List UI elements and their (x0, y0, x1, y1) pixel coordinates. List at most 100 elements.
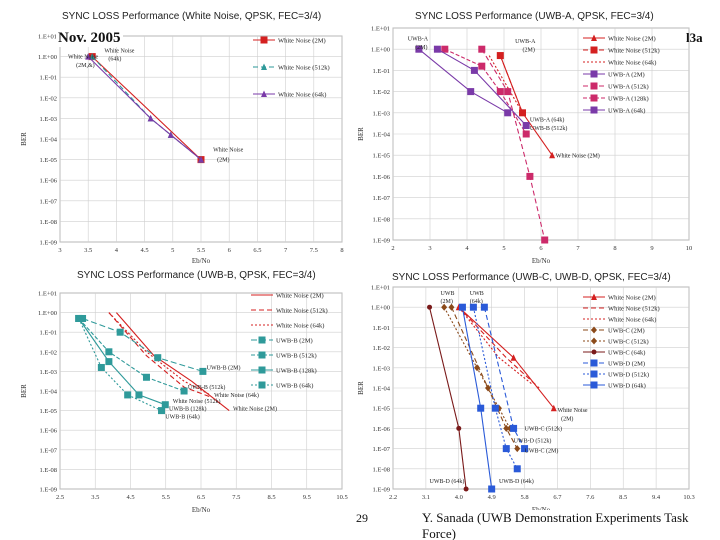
data-point (590, 46, 598, 54)
series-line (78, 318, 185, 392)
y-tick-label: 1.E-04 (372, 386, 390, 393)
annotation: UWB-D (64k) (430, 478, 465, 485)
series-line (444, 48, 527, 135)
data-point (521, 445, 529, 453)
annotation: UWB-B (512k) (530, 125, 568, 132)
legend-entry: UWB-B (2M) (251, 336, 313, 345)
legend-label: White Noise (2M) (608, 295, 656, 302)
chart-uwb-c-d: 1.E+01 1.E+00 1.E-01 1.E-02 1.E-03 1.E-04 1.E-… (357, 285, 695, 515)
legend-entry: UWB-D (64k) (583, 381, 646, 390)
legend-label: White Noise (2M) (278, 38, 326, 45)
series-white-noise-64k (458, 306, 533, 385)
y-tick-label: 1.E-09 (372, 487, 390, 494)
y-tick-label: 1.E+01 (38, 34, 57, 41)
data-point (147, 114, 154, 122)
x-tick-label: 3.1 (422, 494, 430, 501)
y-tick-label: 1.E-01 (39, 330, 57, 337)
x-tick-label: 7.6 (586, 494, 595, 501)
annotation: White Noise (104, 48, 134, 54)
date-label: Nov. 2005 (56, 30, 123, 47)
chart-title-uwb-b: SYNC LOSS Performance (UWB-B, QPSK, FEC=… (77, 270, 316, 281)
series-uwb-c-512k (441, 303, 513, 432)
y-tick-label: 1.E-07 (372, 446, 390, 453)
legend-label: White Noise (512k) (278, 65, 330, 72)
data-point (590, 381, 598, 389)
y-tick-label: 1.E-09 (39, 487, 57, 494)
x-tick-label: 3.5 (84, 247, 92, 254)
data-point (514, 445, 521, 453)
series-line (82, 317, 204, 372)
data-point (590, 370, 598, 378)
data-point (491, 404, 499, 412)
annotation: (64k) (470, 298, 483, 305)
x-tick-label: 10.5 (336, 494, 347, 501)
legend-entry: UWB-D (2M) (583, 359, 645, 368)
series-white-noise-64k (85, 53, 204, 163)
annotation: UWB-C (2M) (525, 448, 559, 455)
data-point (591, 326, 597, 334)
data-point (467, 88, 475, 96)
y-tick-label: 1.E-05 (39, 157, 57, 164)
data-point (105, 348, 113, 356)
data-point (496, 52, 504, 60)
legend-label: White Noise (64k) (278, 92, 326, 99)
data-point (142, 373, 150, 381)
data-point (89, 53, 96, 60)
data-point (463, 486, 469, 492)
y-tick-label: 1.E-08 (372, 216, 390, 223)
x-tick-label: 7.5 (310, 247, 318, 254)
data-point (258, 336, 266, 344)
series-uwb-a-512k (478, 45, 549, 244)
legend-entry: White Noise (64k) (253, 90, 326, 99)
data-point (550, 404, 557, 412)
data-point (261, 63, 267, 70)
y-tick-label: 1.E-05 (39, 408, 57, 415)
x-tick-label: 7 (284, 247, 288, 254)
annotation: (64k) (108, 56, 121, 63)
series-line (115, 312, 230, 412)
legend-label: UWB-B (2M) (276, 338, 313, 345)
x-tick-label: 4 (115, 247, 119, 254)
legend-label: White Noise (512k) (608, 48, 660, 55)
data-point (167, 131, 174, 138)
legend-entry: White Noise (64k) (583, 60, 656, 67)
legend-label: UWB-D (512k) (608, 372, 649, 379)
y-tick-label: 1.E-09 (39, 240, 57, 247)
data-point (504, 109, 512, 117)
x-tick-label: 6.7 (553, 494, 562, 501)
x-tick-label: 10.3 (683, 494, 694, 501)
data-point (496, 88, 504, 96)
chart-title-uwb-a: SYNC LOSS Performance (UWB-A, QPSK, FEC=… (415, 11, 654, 22)
y-tick-label: 1.E+00 (371, 47, 390, 54)
series-line (488, 55, 523, 114)
y-tick-label: 1.E+00 (38, 54, 57, 61)
chart-uwb-a: 1.E+01 1.E+00 1.E-01 1.E-02 1.E-03 1.E-04 1.E-… (357, 26, 693, 266)
data-point (433, 45, 441, 53)
data-point (199, 367, 207, 375)
data-point (161, 401, 169, 409)
legend-entry: White Noise (2M) (583, 293, 656, 302)
legend-label: UWB-C (2M) (608, 328, 645, 335)
y-tick-label: 1.E-06 (372, 174, 390, 181)
legend-label: White Noise (64k) (276, 323, 324, 330)
legend-label: UWB-C (512k) (608, 339, 649, 346)
data-point (448, 303, 455, 311)
series-line (458, 306, 533, 385)
x-tick-label: 5.5 (197, 247, 205, 254)
x-tick-label: 10 (686, 245, 693, 252)
data-point (427, 304, 433, 310)
series-line (499, 55, 524, 113)
legend-label: White Noise (64k) (608, 317, 656, 324)
x-tick-label: 4.0 (455, 494, 463, 501)
data-point (456, 425, 462, 431)
legend-label: UWB-B (512k) (276, 353, 317, 360)
annotation: (2M) (415, 44, 427, 51)
annotation: White Noise (213, 147, 243, 153)
annotation: UWB-A (64k) (530, 116, 565, 123)
series-line (78, 318, 162, 412)
x-tick-label: 2 (391, 245, 394, 252)
data-point (506, 424, 513, 432)
y-tick-label: 1.E-03 (39, 116, 57, 123)
data-point (260, 36, 268, 44)
data-point (510, 354, 517, 361)
